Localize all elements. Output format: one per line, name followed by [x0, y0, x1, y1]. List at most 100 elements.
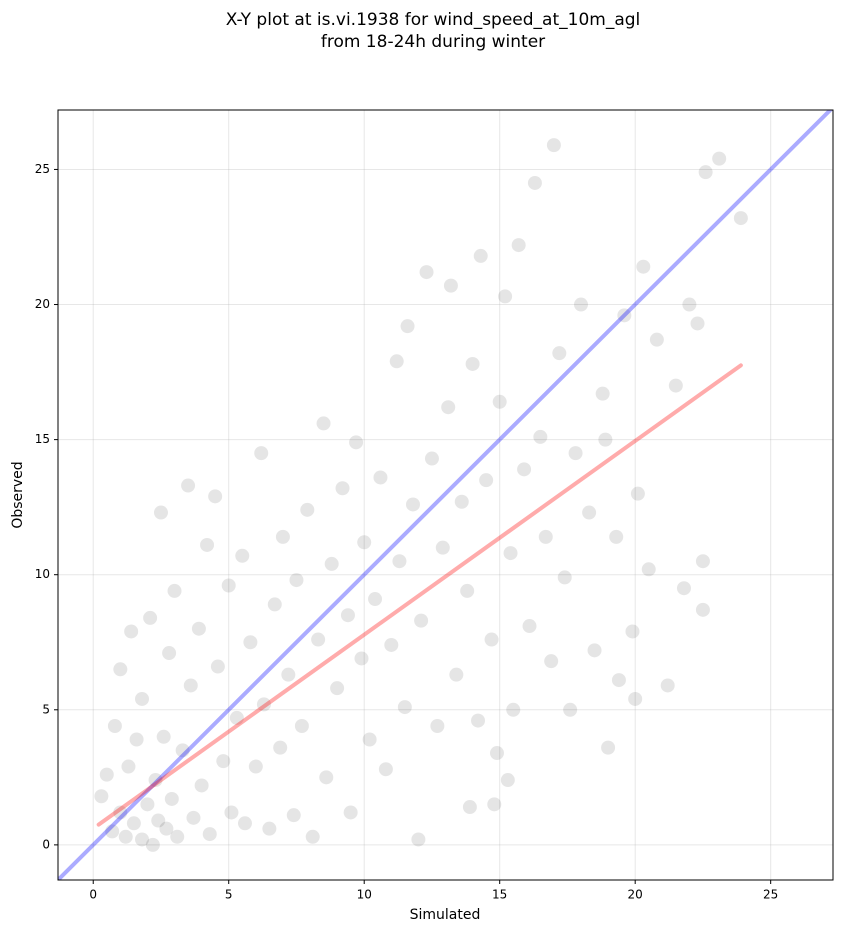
point [557, 570, 572, 585]
point [216, 754, 231, 769]
point [124, 624, 139, 639]
point [595, 386, 610, 401]
point [373, 470, 388, 485]
point [186, 810, 201, 825]
point [300, 502, 315, 517]
point [695, 602, 710, 617]
point [573, 297, 588, 312]
point [319, 770, 334, 785]
point [435, 540, 450, 555]
point [690, 316, 705, 331]
point [538, 529, 553, 544]
point [533, 429, 548, 444]
point [167, 583, 182, 598]
point [682, 297, 697, 312]
point [465, 356, 480, 371]
x-axis-label: Simulated [410, 907, 481, 923]
point [430, 719, 445, 733]
grid [58, 110, 833, 880]
point [281, 667, 296, 682]
point [151, 813, 166, 828]
point [492, 394, 507, 409]
point [568, 446, 583, 461]
y-tick-label: 25 [35, 162, 50, 176]
point [641, 562, 656, 577]
point [441, 400, 456, 415]
point [164, 791, 179, 806]
x-tick-label: 25 [763, 888, 778, 902]
point [733, 211, 748, 226]
plot-area [58, 110, 833, 880]
axes-frame [57, 109, 834, 881]
y-tick-label: 0 [42, 837, 50, 851]
point [695, 554, 710, 569]
point [443, 278, 458, 293]
point [275, 529, 290, 544]
point [194, 778, 209, 793]
point [471, 713, 486, 728]
point [105, 824, 120, 839]
point [118, 829, 133, 844]
point [289, 573, 304, 588]
point [316, 416, 331, 431]
point [392, 554, 407, 569]
point [362, 732, 377, 747]
point [587, 643, 602, 658]
point [601, 740, 616, 755]
point [517, 462, 532, 477]
point [129, 732, 144, 747]
point [473, 248, 488, 263]
point [389, 354, 404, 369]
point [200, 537, 215, 552]
point [552, 346, 567, 361]
point [210, 659, 225, 674]
point [256, 697, 271, 712]
x-tick-label: 10 [357, 888, 372, 902]
point [676, 581, 691, 596]
point [140, 797, 155, 812]
point [175, 743, 190, 758]
point [668, 378, 683, 393]
point [335, 481, 350, 496]
point [311, 632, 326, 647]
point [208, 489, 223, 504]
point [135, 691, 150, 706]
point [424, 451, 439, 466]
point [498, 289, 513, 304]
y-tick-label: 15 [35, 432, 50, 446]
point [611, 673, 626, 688]
y-axis-label: Observed [10, 461, 26, 528]
fit-line [58, 110, 833, 880]
point [94, 789, 109, 804]
x-tick-label: 20 [628, 888, 643, 902]
point [191, 621, 206, 636]
point [563, 702, 578, 717]
point [522, 619, 537, 634]
chart-title: X-Y plot at is.vi.1938 for wind_speed_at… [226, 10, 641, 30]
point [254, 446, 269, 461]
point [324, 556, 339, 571]
point [148, 773, 163, 788]
point [544, 654, 559, 669]
point [229, 710, 244, 725]
point [449, 667, 464, 682]
point [400, 319, 415, 334]
point [598, 432, 613, 447]
point [126, 816, 141, 831]
point [454, 494, 469, 509]
point [479, 473, 494, 488]
point [411, 832, 426, 847]
point [506, 702, 521, 717]
point [262, 821, 277, 836]
point [609, 529, 624, 544]
point [286, 808, 301, 823]
chart-subtitle: from 18-24h during winter [321, 32, 545, 52]
point [712, 151, 727, 166]
point [349, 435, 364, 450]
point [368, 592, 383, 607]
point [357, 535, 372, 550]
point [487, 797, 502, 812]
point [294, 719, 309, 733]
y-tick-label: 5 [42, 702, 50, 716]
point [153, 505, 168, 520]
